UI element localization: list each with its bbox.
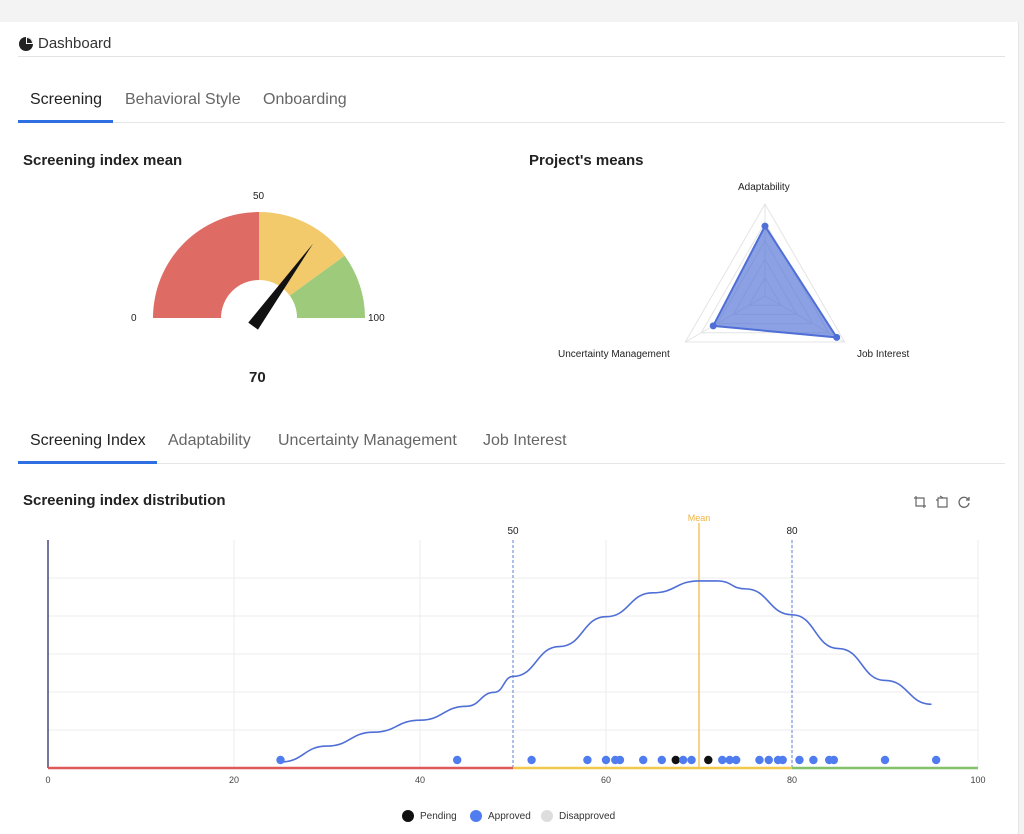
candidate-point-15 — [725, 755, 734, 765]
legend-item-approved[interactable]: Approved — [470, 810, 531, 822]
legend-label-pending: Pending — [420, 810, 457, 822]
gauge-value: 70 — [249, 369, 266, 386]
gauge-max-label: 100 — [368, 313, 385, 324]
tab-job-interest[interactable]: Job Interest — [483, 432, 567, 449]
candidate-point-7 — [615, 755, 625, 765]
legend-label-approved: Approved — [488, 810, 531, 822]
candidate-point-11 — [678, 755, 688, 765]
radar-points — [709, 222, 841, 341]
radar-axis-label-adaptability: Adaptability — [738, 182, 790, 193]
legend-swatch-approved — [470, 810, 482, 822]
candidate-point-10 — [671, 755, 680, 765]
radar-grid-ring-5 — [684, 202, 846, 343]
active-tab-indicator — [18, 120, 113, 123]
legend-swatch-pending — [402, 810, 414, 822]
pie-chart-icon — [19, 37, 33, 51]
main-tab-bar: Screening Behavioral Style Onboarding — [18, 89, 1005, 123]
candidate-point-21 — [795, 755, 804, 765]
candidate-point-22 — [809, 755, 818, 765]
marker-label-80: 80 — [786, 526, 798, 537]
candidate-point-24 — [829, 755, 839, 765]
chart-markers: 50 Mean 80 — [507, 513, 798, 768]
candidate-point-3 — [527, 755, 536, 765]
x-tick-label-0: 0 — [45, 775, 50, 785]
screening-distribution-chart: 50 Mean 80 0 20 40 60 80 100 — [45, 513, 985, 785]
gauge-band-high — [289, 255, 365, 318]
candidate-point-8 — [639, 755, 648, 765]
gauge-mid-label: 50 — [253, 191, 265, 202]
x-tick-label-100: 100 — [970, 775, 985, 785]
x-tick-labels: 0 20 40 60 80 100 — [45, 775, 985, 785]
radar-point-job-interest — [833, 333, 841, 341]
tab-uncertainty-management[interactable]: Uncertainty Management — [278, 432, 457, 449]
candidate-point-16 — [732, 755, 741, 765]
tab-screening[interactable]: Screening — [30, 91, 103, 108]
candidate-point-17 — [755, 755, 764, 765]
tab-adaptability[interactable]: Adaptability — [168, 432, 251, 449]
legend-item-pending[interactable]: Pending — [402, 810, 457, 822]
project-means-radar — [684, 202, 846, 343]
gauge-min-label: 0 — [131, 313, 137, 324]
undo-crop-icon[interactable] — [935, 495, 949, 509]
candidate-point-5 — [601, 755, 611, 765]
chart-grid — [48, 540, 979, 768]
candidate-point-9 — [657, 755, 666, 765]
candidate-point-26 — [931, 755, 941, 765]
gauge-needle — [248, 243, 314, 330]
radar-point-adaptability — [761, 222, 769, 230]
x-tick-label-20: 20 — [229, 775, 239, 785]
candidate-point-13 — [704, 755, 713, 765]
tab-behavioral-style[interactable]: Behavioral Style — [125, 91, 241, 108]
radar-title: Project's means — [529, 152, 644, 169]
refresh-icon[interactable] — [957, 495, 971, 509]
candidate-point-12 — [687, 755, 696, 765]
tab-onboarding[interactable]: Onboarding — [263, 91, 347, 108]
candidate-point-20 — [778, 755, 787, 765]
screening-gauge — [153, 212, 365, 330]
radar-axis-label-job-interest: Job Interest — [857, 349, 910, 360]
radar-axis-label-uncertainty-management: Uncertainty Management — [558, 349, 670, 360]
gauge-band-mid — [259, 212, 345, 296]
distribution-title: Screening index distribution — [23, 492, 226, 509]
candidate-point-1 — [276, 755, 285, 765]
marker-label-mean: Mean — [688, 513, 711, 523]
marker-label-50: 50 — [507, 526, 519, 537]
dashboard-header: Dashboard — [18, 34, 1005, 57]
dashboard-panel — [0, 22, 1019, 834]
legend-item-disapproved[interactable]: Disapproved — [541, 810, 615, 822]
x-tick-label-80: 80 — [787, 775, 797, 785]
x-tick-label-40: 40 — [415, 775, 425, 785]
radar-point-uncertainty-management — [709, 322, 717, 330]
legend-label-disapproved: Disapproved — [559, 810, 616, 822]
candidate-point-2 — [453, 755, 462, 765]
crop-icon[interactable] — [913, 495, 927, 509]
candidate-point-18 — [764, 755, 773, 765]
candidate-point-25 — [880, 755, 890, 765]
distribution-curve — [280, 580, 932, 763]
gauge-title: Screening index mean — [23, 152, 183, 169]
radar-series-area — [711, 224, 839, 339]
page-title: Dashboard — [38, 35, 112, 52]
sub-tab-bar: Screening Index Adaptability Uncertainty… — [18, 430, 1005, 464]
tab-screening-index[interactable]: Screening Index — [30, 432, 146, 449]
x-tick-label-60: 60 — [601, 775, 611, 785]
gauge-band-low — [153, 212, 259, 318]
candidate-point-4 — [583, 755, 592, 765]
legend-swatch-disapproved — [541, 810, 553, 822]
candidate-point-14 — [718, 755, 727, 765]
candidate-points — [276, 755, 941, 765]
active-subtab-indicator — [18, 461, 157, 464]
